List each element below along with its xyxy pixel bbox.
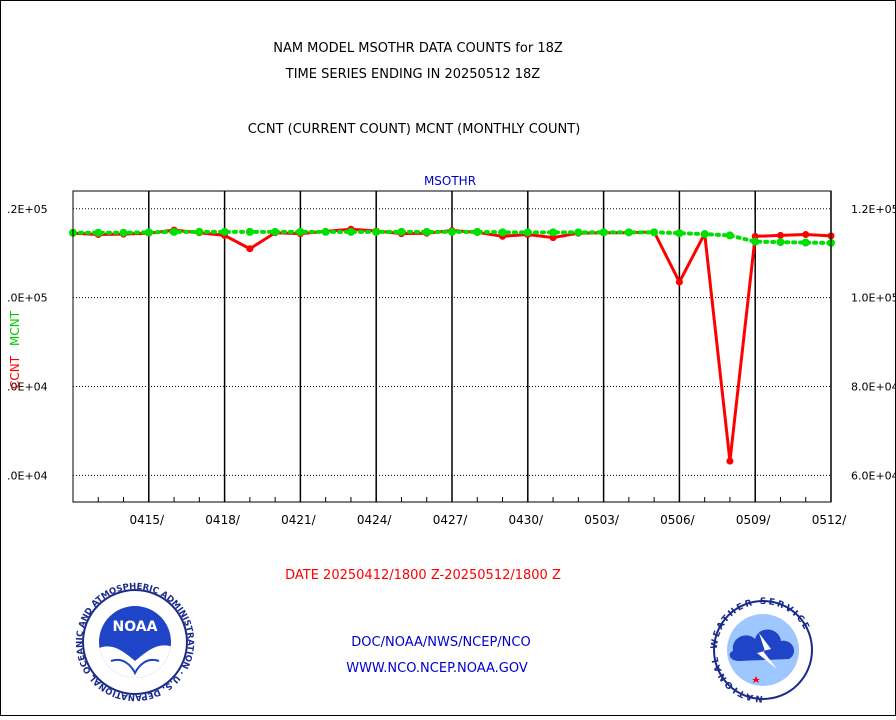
data-point-ccnt (776, 231, 784, 239)
data-point-mcnt (346, 227, 355, 236)
data-point-mcnt (321, 227, 330, 236)
data-point-mcnt (523, 228, 532, 237)
y-tick-label-left: .2E+05 (7, 203, 48, 216)
footer-link-doc[interactable]: DOC/NOAA/NWS/NCEP/NCO (351, 635, 530, 650)
data-point-mcnt (220, 227, 229, 236)
x-tick-label: 0424/ (357, 513, 393, 527)
y-tick-label-left: .0E+04 (7, 469, 48, 482)
y-tick-label-right: 1.0E+05 (851, 292, 895, 305)
data-point-mcnt (549, 228, 558, 237)
plot-series (69, 225, 835, 465)
footer-link-www[interactable]: WWW.NCO.NCEP.NOAA.GOV (346, 661, 528, 676)
data-point-mcnt (422, 227, 431, 236)
x-tick-label: 0509/ (736, 513, 772, 527)
data-point-mcnt (397, 227, 406, 236)
x-tick-label: 0503/ (584, 513, 620, 527)
data-point-mcnt (473, 227, 482, 236)
data-point-mcnt (271, 227, 280, 236)
data-point-mcnt (195, 227, 204, 236)
data-point-mcnt (700, 230, 709, 239)
nws-logo: NATIONAL WEATHER SERVICE (710, 597, 813, 703)
y-label-mcnt: MCNT (8, 310, 22, 346)
y-label-ccnt: CCNT (8, 355, 22, 389)
data-point-mcnt (372, 227, 381, 236)
x-tick-label: 0506/ (660, 513, 696, 527)
y-tick-label-right: 6.0E+04 (851, 469, 895, 482)
title-line-1: NAM MODEL MSOTHR DATA COUNTS for 18Z (273, 41, 563, 56)
x-tick-label: 0427/ (433, 513, 469, 527)
data-point-mcnt (574, 228, 583, 237)
y-tick-label-right: 8.0E+04 (851, 380, 895, 393)
subtitle: CCNT (CURRENT COUNT) MCNT (MONTHLY COUNT… (248, 122, 581, 137)
data-point-ccnt (726, 457, 734, 465)
data-point-mcnt (599, 228, 608, 237)
data-point-mcnt (725, 231, 734, 240)
data-point-ccnt (802, 231, 810, 239)
noaa-ring-text: NATIONAL OCEANIC AND ATMOSPHERIC ADMINIS… (1, 1, 195, 702)
title-line-2: TIME SERIES ENDING IN 20250512 18Z (285, 67, 541, 82)
date-range: DATE 20250412/1800 Z-20250512/1800 Z (285, 568, 561, 583)
x-tick-label: 0421/ (281, 513, 317, 527)
y-tick-label-left: .0E+05 (7, 292, 48, 305)
data-point-mcnt (448, 227, 456, 236)
data-point-mcnt (498, 228, 507, 237)
x-tick-label: 0418/ (205, 513, 241, 527)
data-point-mcnt (245, 227, 254, 236)
data-point-mcnt (144, 228, 153, 237)
y-axis-ticks: .2E+05 1.2E+05 .0E+05 1.0E+05 .0E+04 8.0E+04.… (7, 203, 896, 483)
series-mcnt (69, 227, 835, 247)
data-point-mcnt (296, 227, 305, 236)
data-point-mcnt (776, 238, 785, 247)
noaa-logo-text: NOAA (113, 619, 158, 635)
x-tick-label: 0415/ (130, 513, 166, 527)
data-point-mcnt (675, 229, 684, 238)
x-axis-ticks: 0415/0418/0421/0424/0427/0430/0503/0506/… (97, 497, 848, 527)
data-point-mcnt (624, 228, 633, 237)
data-point-mcnt (94, 228, 103, 237)
plot-title: MSOTHR (424, 174, 476, 188)
data-point-mcnt (119, 228, 128, 237)
plot-area-border (72, 190, 832, 503)
data-point-ccnt (675, 278, 683, 286)
x-tick-label: 0430/ (509, 513, 545, 527)
data-point-mcnt (801, 238, 810, 247)
y-tick-label-right: 1.2E+05 (851, 203, 895, 216)
noaa-logo: NATIONAL OCEANIC AND ATMOSPHERIC ADMINIS… (0, 0, 195, 702)
y-tick-label-left: .0E+04 (7, 380, 48, 393)
data-point-mcnt (170, 227, 179, 236)
data-point-mcnt (751, 237, 760, 246)
data-point-ccnt (246, 245, 254, 253)
x-tick-label: 0512/ (812, 513, 848, 527)
data-point-mcnt (650, 228, 659, 237)
